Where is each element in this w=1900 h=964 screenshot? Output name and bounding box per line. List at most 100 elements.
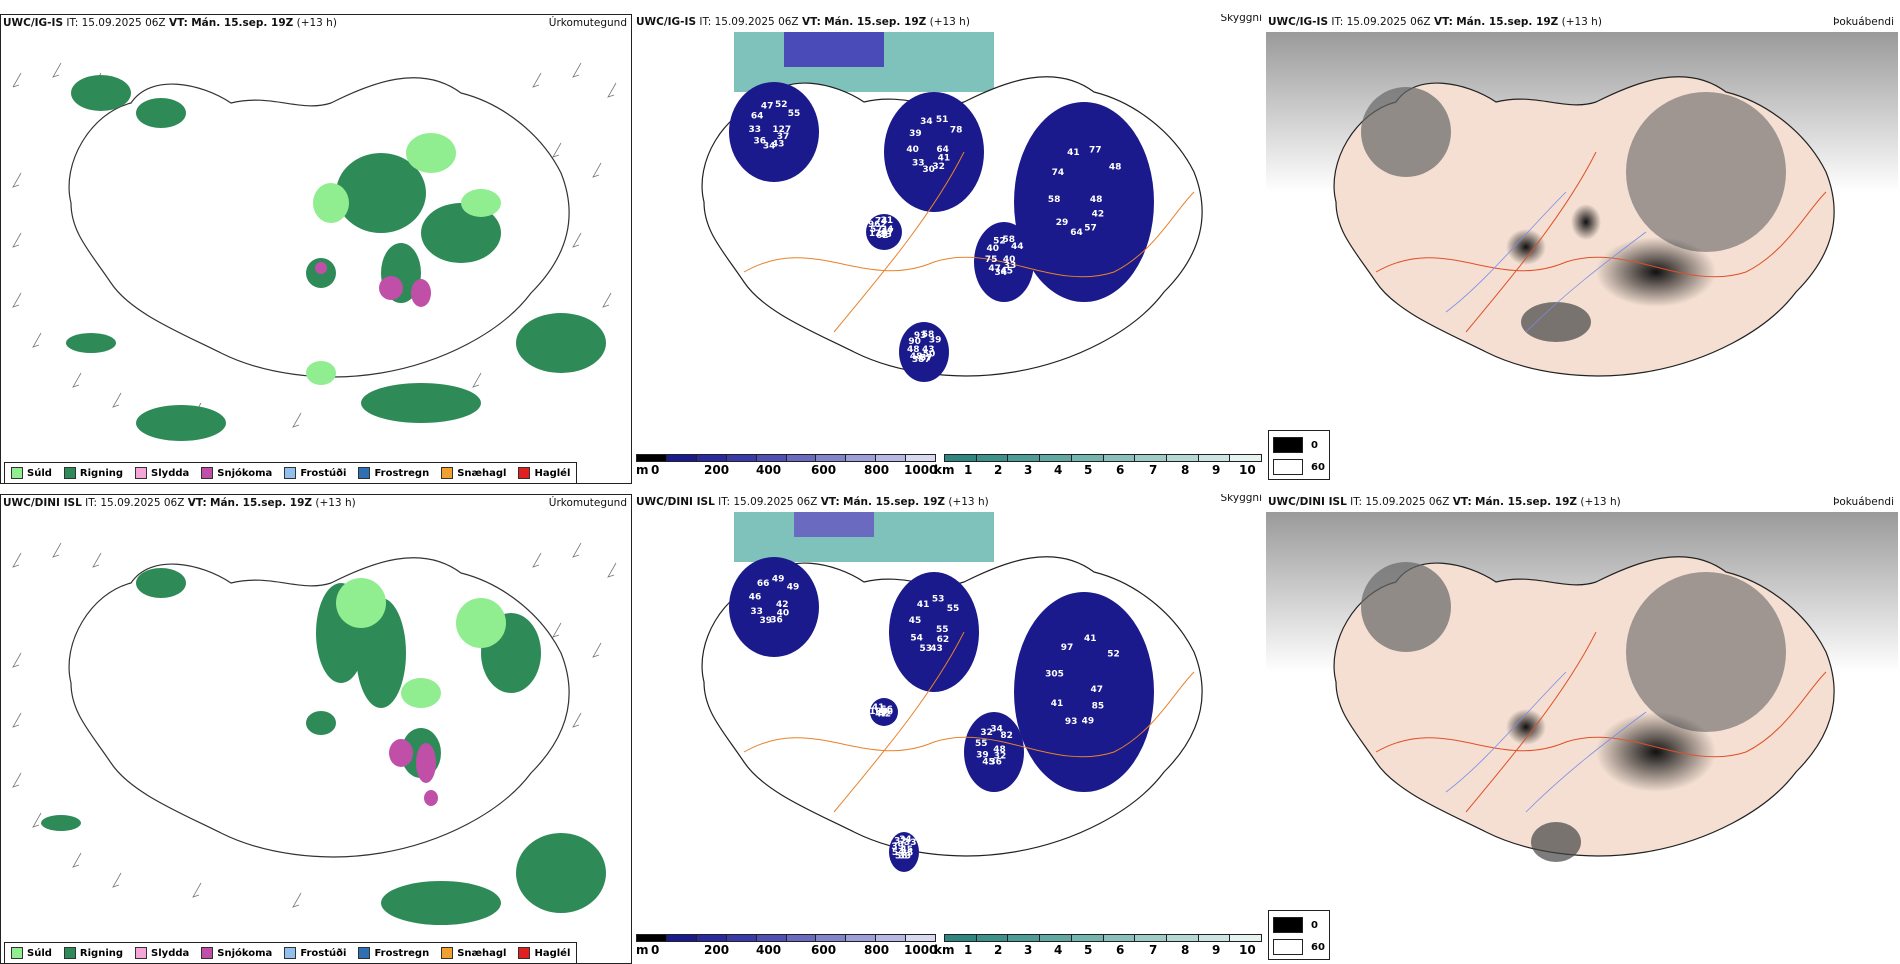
- ceiling-label: 39: [760, 616, 773, 626]
- ceiling-label: 48: [907, 345, 920, 355]
- legend-item: Haglél: [518, 947, 570, 959]
- visibility-unit: km: [934, 463, 955, 477]
- ceiling-label: 77: [1089, 145, 1102, 155]
- ceiling-label: 29: [1056, 218, 1069, 228]
- vt-label: VT:: [820, 496, 840, 508]
- ceiling-tick: 400: [756, 463, 782, 477]
- lead-time: (+13 h): [315, 497, 356, 509]
- ceiling-label: 41: [1067, 148, 1080, 158]
- panel-title: Þokuábendi: [1833, 16, 1894, 28]
- visibility-tick: 6: [1116, 943, 1125, 957]
- ceiling-label: 962: [868, 220, 887, 230]
- ceiling-label: 45: [982, 758, 995, 768]
- ceiling-label: 39: [976, 751, 989, 761]
- ceiling-label: 93: [1065, 717, 1078, 727]
- visibility-colorbar: km 1 2 3 4 5 6 7 8 9 10: [934, 454, 1262, 480]
- vt-label: VT:: [1452, 496, 1472, 508]
- legend-item: Snjókoma: [201, 467, 272, 479]
- ceiling-label: 40: [777, 608, 790, 618]
- legend-item: Frostúði: [284, 947, 346, 959]
- ceiling-label: 47: [881, 228, 894, 238]
- ceiling-label: 36: [754, 136, 767, 146]
- ceiling-label: 97: [1061, 643, 1074, 653]
- panel-title: Úrkomutegund: [548, 497, 627, 509]
- model-name: UWC/DINI ISL: [636, 496, 715, 508]
- panel-title: Úrkomutegund: [548, 17, 627, 29]
- ceiling-label: 43: [772, 139, 785, 149]
- init-time: 15.09.2025 06Z: [100, 497, 185, 509]
- vt-label: VT:: [801, 16, 821, 28]
- vt-label: VT:: [187, 497, 207, 509]
- legend-item: Rigning: [63, 467, 123, 479]
- visibility-tick: 7: [1149, 943, 1158, 957]
- ceiling-tick: 1000: [904, 463, 938, 477]
- ceiling-tick: 0: [651, 943, 660, 957]
- ceiling-label: 44: [1011, 242, 1024, 252]
- fog-legend-dark: 0: [1311, 919, 1318, 931]
- vt-label: VT:: [168, 17, 188, 29]
- visibility-colorbar: km 1 2 3 4 5 6 7 8 9 10: [934, 934, 1262, 960]
- ceiling-label: 43: [930, 644, 943, 654]
- vt-label: VT:: [1433, 16, 1453, 28]
- ceiling-label: 55: [936, 625, 949, 635]
- ceiling-label: 34: [995, 268, 1008, 278]
- ceiling-label: 57: [920, 354, 933, 364]
- ceiling-label: 47: [875, 709, 888, 719]
- ceiling-tick: 0: [651, 463, 660, 477]
- ceiling-label: 40: [1003, 255, 1016, 265]
- visibility-tick: 5: [1084, 463, 1093, 477]
- ceiling-label: 64: [1070, 228, 1083, 238]
- visibility-tick: 1: [964, 943, 973, 957]
- visibility-tick: 7: [1149, 463, 1158, 477]
- precip-map: [12, 542, 617, 925]
- ceiling-label: 52: [993, 236, 1006, 246]
- legend-item: Súld: [11, 467, 52, 479]
- valid-time: Mán. 15.sep. 19Z: [1475, 496, 1578, 508]
- it-label: IT:: [85, 497, 98, 509]
- visibility-tick: 6: [1116, 463, 1125, 477]
- ceiling-colorbar: m 0 200 400 600 800 1000: [636, 454, 938, 480]
- visibility-tick: 3: [1024, 943, 1033, 957]
- ceiling-label: 387: [912, 355, 931, 365]
- ceiling-label: 58: [1048, 195, 1061, 205]
- it-label: IT:: [699, 16, 712, 28]
- lead-time: (+13 h): [296, 17, 337, 29]
- legend-item: Súld: [11, 947, 52, 959]
- ceiling-tick: 400: [756, 943, 782, 957]
- ceiling-label: 64: [751, 112, 764, 122]
- visibility-tick: 3: [1024, 463, 1033, 477]
- ceiling-label: 32: [894, 837, 907, 847]
- fog-legend-dark: 0: [1311, 439, 1318, 451]
- ceiling-label: 55: [788, 109, 801, 119]
- ceiling-colorbar: m 0 200 400 600 800 1000: [636, 934, 938, 960]
- ceiling-tick: 1000: [904, 943, 938, 957]
- fog-legend: 0 60: [1268, 910, 1330, 960]
- init-time: 15.09.2025 06Z: [714, 16, 799, 28]
- ceiling-label: 33: [879, 230, 892, 240]
- init-time: 15.09.2025 06Z: [1346, 16, 1431, 28]
- ceiling-label: 51: [936, 115, 949, 125]
- ceiling-label: 93: [914, 331, 927, 341]
- panel-precip-type-igis: UWC/IG-IS IT: 15.09.2025 06Z VT: Mán. 15…: [0, 14, 632, 484]
- ceiling-label: 39: [929, 335, 942, 345]
- panel-header: UWC/DINI ISL IT: 15.09.2025 06Z VT: Mán.…: [1268, 496, 1894, 512]
- visibility-tick: 8: [1181, 943, 1190, 957]
- it-label: IT:: [1331, 16, 1344, 28]
- legend-item: Snæhagl: [441, 947, 506, 959]
- valid-time: Mán. 15.sep. 19Z: [210, 497, 313, 509]
- panel-header: UWC/IG-IS IT: 15.09.2025 06Z VT: Mán. 15…: [3, 17, 627, 33]
- visibility-tick: 9: [1212, 943, 1221, 957]
- ceiling-label: 33: [750, 607, 763, 617]
- visibility-tick: 8: [1181, 463, 1190, 477]
- ceiling-label: 78: [950, 126, 963, 136]
- ceiling-label: 54: [910, 633, 923, 643]
- ceiling-label: 305: [1045, 670, 1064, 680]
- ceiling-label: 41: [872, 703, 885, 713]
- ceiling-label: 58: [895, 851, 908, 861]
- ceiling-label: 50: [923, 349, 936, 359]
- ceiling-label: 33: [749, 125, 762, 135]
- ceiling-label: 42: [1092, 210, 1105, 220]
- ceiling-label: 57: [1084, 224, 1097, 234]
- model-name: UWC/IG-IS: [3, 17, 64, 29]
